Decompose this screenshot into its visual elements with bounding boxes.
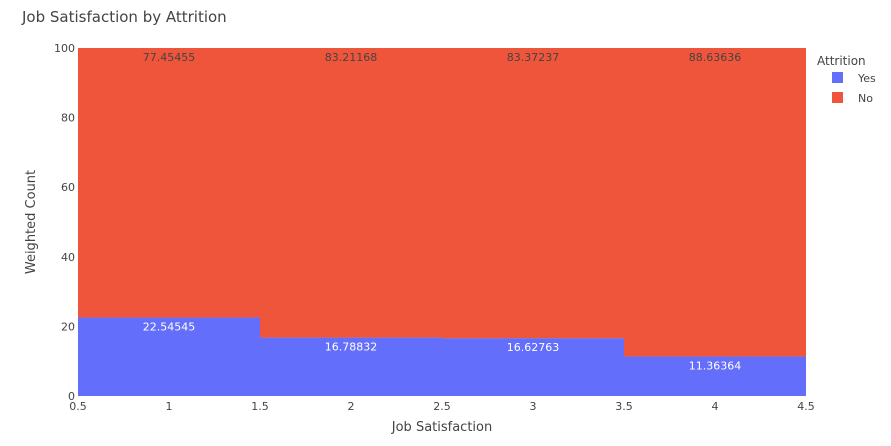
legend: Attrition Yes No xyxy=(817,54,876,105)
x-tick-label: 0.5 xyxy=(69,400,87,413)
bar-label-yes-4: 11.36364 xyxy=(689,359,742,372)
bar-yes-4 xyxy=(624,356,806,396)
bar-no-2 xyxy=(260,48,442,338)
y-tick-label: 100 xyxy=(54,42,75,55)
x-tick-label: 1.5 xyxy=(251,400,269,413)
bar-no-4 xyxy=(624,48,806,357)
bar-yes-2 xyxy=(260,337,442,396)
legend-label-yes[interactable]: Yes xyxy=(857,72,876,85)
y-tick-label: 0 xyxy=(68,390,75,403)
bar-label-yes-3: 16.62763 xyxy=(507,341,560,354)
bar-label-no-2: 83.21168 xyxy=(325,51,378,64)
bar-label-no-3: 83.37237 xyxy=(507,51,560,64)
legend-swatch-yes[interactable] xyxy=(832,72,843,83)
x-tick-label: 4 xyxy=(712,400,719,413)
bar-yes-3 xyxy=(442,338,624,396)
x-tick-label: 3.5 xyxy=(615,400,633,413)
y-tick-label: 80 xyxy=(61,112,75,125)
legend-swatch-no[interactable] xyxy=(832,92,843,103)
y-tick-label: 20 xyxy=(61,320,75,333)
x-tick-label: 1 xyxy=(166,400,173,413)
bar-label-yes-2: 16.78832 xyxy=(325,341,378,354)
bar-label-no-1: 77.45455 xyxy=(143,51,196,64)
bar-no-1 xyxy=(78,48,260,318)
bar-label-yes-1: 22.54545 xyxy=(143,321,196,334)
x-tick-label: 3 xyxy=(530,400,537,413)
x-tick-label: 4.5 xyxy=(797,400,815,413)
bar-no-3 xyxy=(442,48,624,339)
x-axis-label: Job Satisfaction xyxy=(391,420,492,435)
legend-title: Attrition xyxy=(817,54,866,68)
x-tick-label: 2.5 xyxy=(433,400,451,413)
bar-yes-1 xyxy=(78,317,260,396)
bar-label-no-4: 88.63636 xyxy=(689,51,742,64)
x-tick-label: 2 xyxy=(348,400,355,413)
chart-title: Job Satisfaction by Attrition xyxy=(21,8,227,26)
y-tick-label: 40 xyxy=(61,251,75,264)
legend-label-no[interactable]: No xyxy=(858,92,873,105)
y-tick-label: 60 xyxy=(61,181,75,194)
y-axis-label: Weighted Count xyxy=(24,170,39,274)
